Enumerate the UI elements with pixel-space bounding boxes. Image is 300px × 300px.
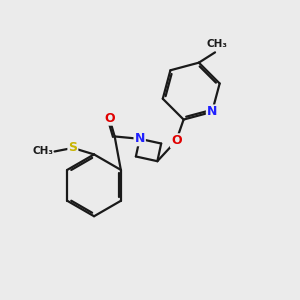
Text: S: S — [68, 141, 77, 154]
Text: O: O — [104, 112, 115, 125]
Text: O: O — [171, 134, 181, 147]
Text: N: N — [207, 105, 217, 119]
Text: N: N — [134, 132, 145, 145]
Text: CH₃: CH₃ — [32, 146, 53, 157]
Text: CH₃: CH₃ — [206, 39, 227, 49]
